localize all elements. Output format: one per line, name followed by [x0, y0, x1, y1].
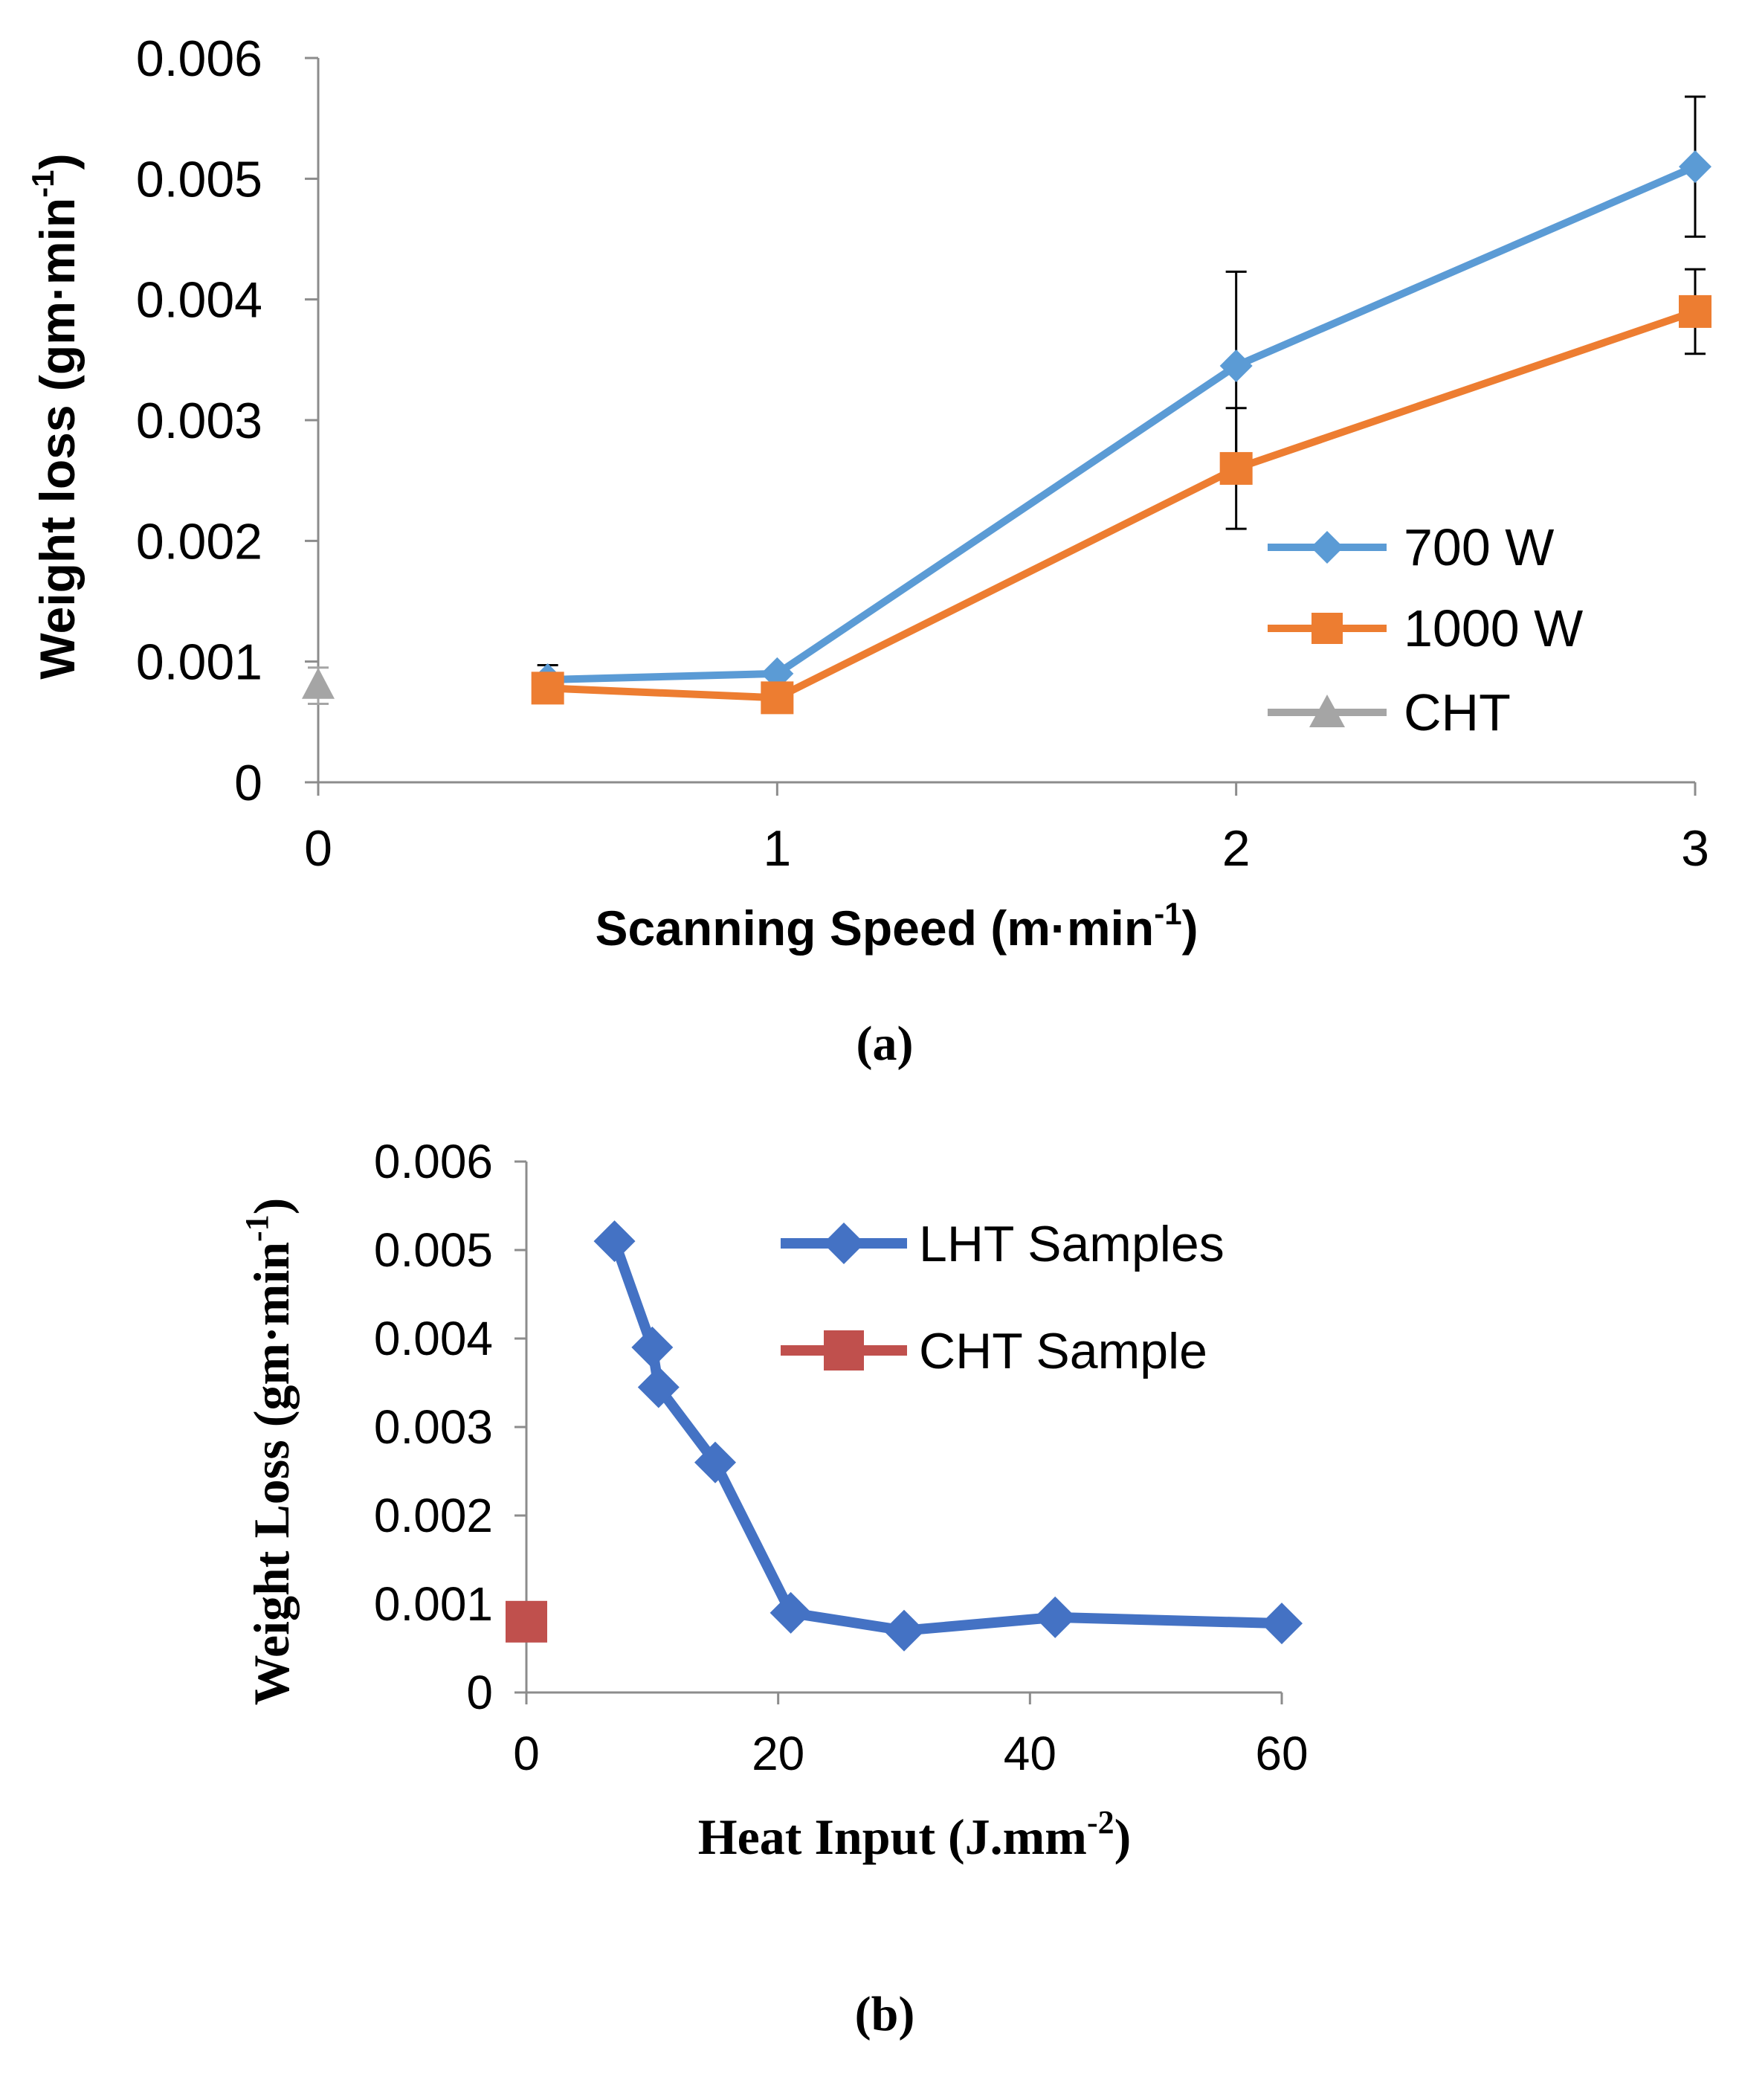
series-1000-w [531, 268, 1711, 715]
y-tick-label: 0.002 [136, 513, 262, 570]
series-line [547, 308, 1697, 702]
legend-marker-triangle [1309, 695, 1345, 727]
legend-label-lht-samples: LHT Samples [919, 1216, 1225, 1272]
chart-a-caption: (a) [856, 1017, 914, 1071]
x-tick-label: 60 [1255, 1727, 1308, 1780]
data-point [1219, 451, 1253, 485]
legend-marker-square [1311, 613, 1343, 644]
legend-label-700w: 700 W [1404, 518, 1554, 576]
y-tick-label: 0.006 [136, 30, 262, 87]
data-point [1679, 150, 1711, 184]
y-tick-label: 0.005 [136, 151, 262, 207]
chart-b-x-tick-labels: 0 20 40 60 [513, 1727, 1308, 1780]
legend-marker-diamond [823, 1223, 865, 1264]
data-point [506, 1600, 547, 1643]
y-tick-label: 0.006 [374, 1135, 493, 1188]
chart-b-x-axis-title: Heat Input (J.mm-2) [698, 1804, 1132, 1865]
series-line [609, 1239, 1283, 1636]
chart-a: 0 0.001 0.002 0.003 0.004 0.005 0.006 0 1 2 3 Sca… [25, 30, 1711, 1071]
legend-label-1000w: 1000 W [1404, 599, 1583, 657]
data-point [694, 1441, 736, 1484]
y-tick-label: 0.003 [374, 1400, 493, 1454]
data-point [761, 681, 794, 715]
y-tick-label: 0.004 [136, 272, 262, 329]
chart-b-y-tick-labels: 0 0.001 0.002 0.003 0.004 0.005 0.006 [374, 1135, 493, 1719]
data-point [531, 671, 564, 705]
x-tick-label: 20 [752, 1727, 804, 1780]
legend-label-cht: CHT [1404, 683, 1511, 741]
legend-marker-diamond [1311, 531, 1343, 564]
chart-a-series [302, 95, 1711, 715]
y-tick-label: 0.003 [136, 393, 262, 449]
data-point [883, 1609, 925, 1652]
series-line [547, 163, 1697, 684]
data-point [593, 1220, 636, 1263]
y-tick-label: 0.001 [374, 1577, 493, 1631]
chart-a-y-tick-labels: 0 0.001 0.002 0.003 0.004 0.005 0.006 [136, 30, 262, 811]
data-point [1261, 1603, 1303, 1645]
y-tick-label: 0.004 [374, 1312, 493, 1365]
data-point [302, 667, 335, 699]
y-tick-label: 0.005 [374, 1223, 493, 1277]
legend-item-lht-samples: LHT Samples [781, 1216, 1225, 1272]
data-point [1034, 1596, 1077, 1638]
chart-b-y-axis-title: Weight Loss (gm·min-1) [239, 1198, 300, 1706]
legend-item-1000w: 1000 W [1268, 599, 1583, 657]
x-tick-label: 3 [1681, 820, 1709, 877]
x-tick-label: 0 [304, 820, 332, 877]
y-tick-label: 0 [466, 1666, 493, 1719]
chart-b-legend: LHT Samples CHT Sample [781, 1216, 1225, 1379]
x-tick-label: 0 [513, 1727, 540, 1780]
y-tick-label: 0 [234, 755, 262, 811]
legend-item-cht-sample: CHT Sample [781, 1323, 1207, 1379]
chart-a-y-axis-title: Weight loss (gm·min-1) [25, 153, 85, 679]
series-cht [302, 666, 335, 705]
data-point [637, 1366, 680, 1408]
legend-item-cht: CHT [1268, 683, 1511, 741]
data-point [770, 1591, 812, 1634]
data-point [1219, 349, 1253, 382]
legend-label-cht-sample: CHT Sample [919, 1323, 1207, 1379]
series-lht-samples [593, 1220, 1303, 1652]
chart-a-legend: 700 W 1000 W CHT [1268, 518, 1583, 741]
y-tick-label: 0.001 [136, 634, 262, 691]
chart-b-series [506, 1220, 1303, 1652]
data-point [1679, 294, 1711, 328]
chart-a-axes [305, 57, 1697, 796]
legend-marker-square [824, 1330, 864, 1371]
y-tick-label: 0.002 [374, 1489, 493, 1542]
chart-b-caption: (b) [855, 1987, 915, 2041]
series-cht-sample [506, 1600, 547, 1643]
x-tick-label: 40 [1004, 1727, 1056, 1780]
chart-a-x-tick-labels: 0 1 2 3 [304, 820, 1709, 877]
chart-a-x-axis-title: Scanning Speed (m·min-1) [595, 896, 1198, 956]
legend-item-700w: 700 W [1268, 518, 1554, 576]
x-tick-label: 1 [763, 820, 791, 877]
data-point [631, 1326, 674, 1368]
x-tick-label: 2 [1222, 820, 1251, 877]
